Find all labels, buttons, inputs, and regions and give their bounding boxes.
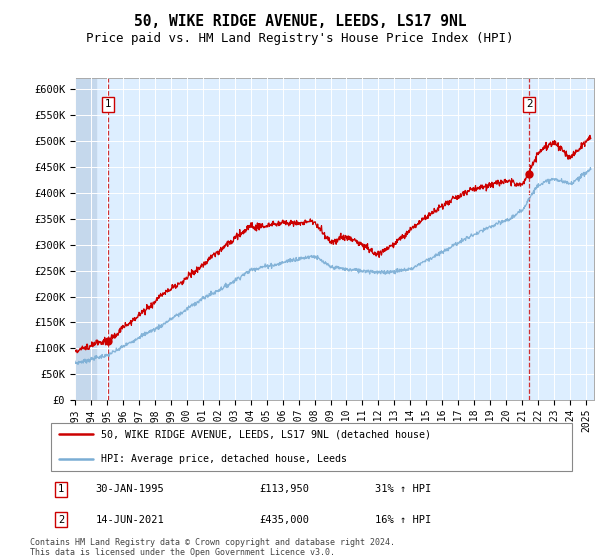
Text: 1: 1 (58, 484, 64, 494)
Text: £113,950: £113,950 (259, 484, 309, 494)
FancyBboxPatch shape (50, 423, 572, 470)
Bar (75, 78, 96, 400)
Text: 16% ↑ HPI: 16% ↑ HPI (376, 515, 431, 525)
Text: 30-JAN-1995: 30-JAN-1995 (95, 484, 164, 494)
Text: £435,000: £435,000 (259, 515, 309, 525)
Text: 1: 1 (105, 99, 112, 109)
Text: 31% ↑ HPI: 31% ↑ HPI (376, 484, 431, 494)
Text: 50, WIKE RIDGE AVENUE, LEEDS, LS17 9NL (detached house): 50, WIKE RIDGE AVENUE, LEEDS, LS17 9NL (… (101, 430, 431, 440)
Text: 50, WIKE RIDGE AVENUE, LEEDS, LS17 9NL: 50, WIKE RIDGE AVENUE, LEEDS, LS17 9NL (134, 14, 466, 29)
Text: Price paid vs. HM Land Registry's House Price Index (HPI): Price paid vs. HM Land Registry's House … (86, 32, 514, 45)
Text: 2: 2 (526, 99, 533, 109)
Text: Contains HM Land Registry data © Crown copyright and database right 2024.
This d: Contains HM Land Registry data © Crown c… (30, 538, 395, 557)
Text: 2: 2 (58, 515, 64, 525)
Text: 14-JUN-2021: 14-JUN-2021 (95, 515, 164, 525)
Text: HPI: Average price, detached house, Leeds: HPI: Average price, detached house, Leed… (101, 454, 347, 464)
